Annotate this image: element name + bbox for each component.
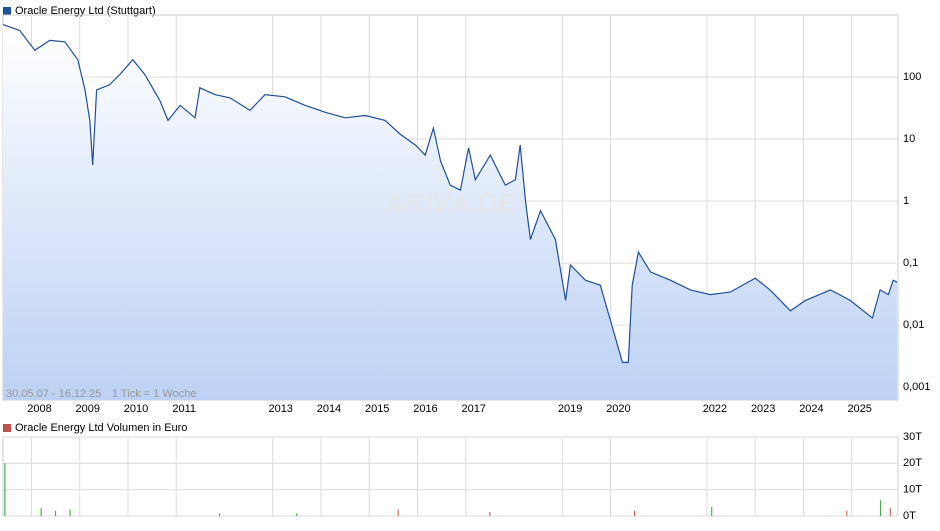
x-tick-label: 2015 — [365, 403, 389, 415]
y-tick-label: 0,1 — [903, 257, 918, 269]
legend-swatch — [3, 7, 11, 15]
legend-swatch — [3, 424, 11, 432]
x-tick-label: 2024 — [799, 403, 823, 415]
plot-area — [2, 436, 899, 517]
x-tick-label: 2022 — [703, 403, 727, 415]
x-tick-label: 2009 — [75, 403, 99, 415]
volume-bar — [634, 510, 636, 516]
price-line — [2, 24, 898, 363]
y-tick-label: 0,001 — [903, 381, 931, 393]
y-tick-label: 1 — [903, 195, 909, 207]
volume-bar — [296, 513, 298, 516]
tick-info: 1 Tick = 1 Woche — [112, 388, 196, 400]
volume-bar — [489, 512, 491, 516]
x-tick-label: 2013 — [268, 403, 292, 415]
y-tick-label: 30T — [903, 431, 922, 443]
y-tick-label: 20T — [903, 457, 922, 469]
volume-bar — [219, 513, 221, 516]
x-tick-label: 2023 — [751, 403, 775, 415]
volume-bar — [880, 500, 882, 516]
x-tick-label: 2011 — [172, 403, 196, 415]
legend-label: Oracle Energy Ltd (Stuttgart) — [15, 5, 156, 17]
y-tick-label: 0,01 — [903, 319, 924, 331]
volume-bar — [40, 508, 42, 516]
x-tick-label: 2014 — [317, 403, 341, 415]
x-tick-label: 2025 — [847, 403, 871, 415]
volume-bar — [846, 510, 848, 516]
x-tick-label: 2020 — [606, 403, 630, 415]
x-tick-label: 2008 — [27, 403, 51, 415]
volume-bar — [397, 509, 399, 516]
x-tick-label: 2019 — [558, 403, 582, 415]
volume-bar — [55, 510, 57, 516]
y-tick-label: 0T — [903, 510, 916, 522]
y-tick-label: 100 — [903, 71, 921, 83]
range-label: 30.05.07 - 16.12.25 — [6, 388, 101, 400]
x-tick-label: 2010 — [124, 403, 148, 415]
x-tick-label: 2016 — [413, 403, 437, 415]
volume-bar — [711, 506, 713, 516]
watermark: ARIVA.DE — [383, 187, 517, 218]
volume-bar — [69, 509, 71, 516]
y-tick-label: 10 — [903, 133, 915, 145]
legend-label: Oracle Energy Ltd Volumen in Euro — [15, 422, 187, 434]
area — [3, 24, 898, 400]
x-tick-label: 2017 — [461, 403, 485, 415]
volume-bar — [4, 463, 6, 516]
y-tick-label: 10T — [903, 484, 922, 496]
volume-bar — [889, 508, 891, 516]
